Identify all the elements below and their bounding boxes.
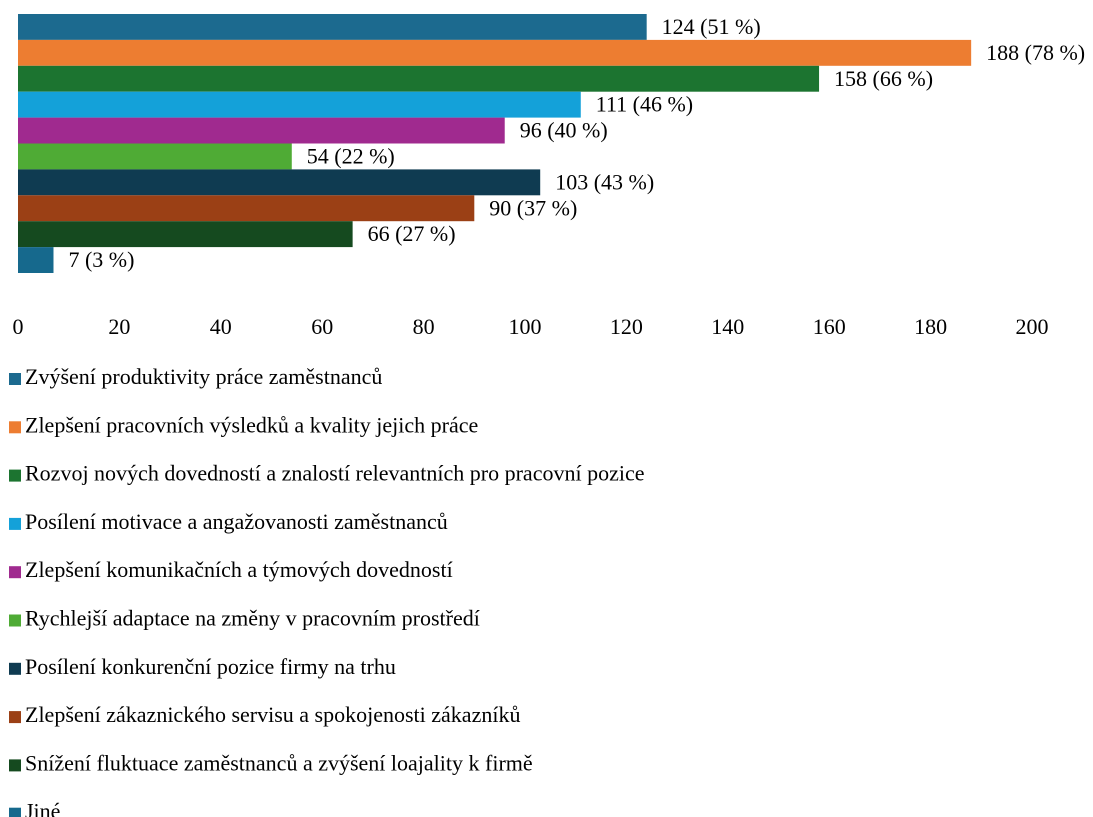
x-tick-label: 200 bbox=[1016, 314, 1049, 339]
data-label: 124 (51 %) bbox=[662, 14, 761, 39]
bar bbox=[18, 91, 581, 118]
bar bbox=[18, 14, 647, 40]
legend-swatch bbox=[9, 759, 21, 772]
bar bbox=[18, 221, 353, 248]
legend-swatch bbox=[9, 566, 21, 579]
legend-swatch bbox=[9, 614, 21, 627]
legend-label: Jiné bbox=[25, 799, 60, 817]
x-tick-label: 160 bbox=[813, 314, 846, 339]
data-label: 188 (78 %) bbox=[986, 40, 1085, 65]
bar bbox=[18, 143, 292, 170]
bar bbox=[18, 195, 475, 222]
legend-label: Rychlejší adaptace na změny v pracovním … bbox=[25, 606, 480, 631]
legend-swatch bbox=[9, 711, 21, 724]
legend-label: Zlepšení komunikačních a týmových dovedn… bbox=[25, 557, 453, 582]
legend-swatch bbox=[9, 421, 21, 434]
legend-swatch bbox=[9, 373, 21, 385]
data-label: 96 (40 %) bbox=[520, 118, 608, 143]
data-label: 54 (22 %) bbox=[307, 143, 395, 168]
legend-label: Snížení fluktuace zaměstnanců a zvýšení … bbox=[25, 750, 533, 775]
data-label: 66 (27 %) bbox=[368, 221, 456, 246]
legend-label: Zvýšení produktivity práce zaměstnanců bbox=[25, 364, 382, 389]
data-label: 103 (43 %) bbox=[555, 169, 654, 194]
x-tick-label: 180 bbox=[914, 314, 947, 339]
data-label: 158 (66 %) bbox=[834, 66, 933, 91]
x-tick-label: 0 bbox=[13, 314, 24, 339]
data-label: 111 (46 %) bbox=[596, 92, 693, 117]
x-tick-label: 40 bbox=[210, 314, 232, 339]
x-tick-label: 100 bbox=[509, 314, 542, 339]
legend-label: Zlepšení pracovních výsledků a kvality j… bbox=[25, 412, 478, 437]
x-tick-label: 60 bbox=[311, 314, 333, 339]
bar bbox=[18, 169, 541, 196]
x-tick-label: 140 bbox=[711, 314, 744, 339]
legend-swatch bbox=[9, 662, 21, 675]
legend-label: Zlepšení zákaznického servisu a spokojen… bbox=[25, 702, 520, 727]
bar bbox=[18, 39, 972, 66]
legend-label: Posílení motivace a angažovanosti zaměst… bbox=[25, 509, 448, 534]
legend-swatch bbox=[9, 469, 21, 482]
x-tick-label: 120 bbox=[610, 314, 643, 339]
bar bbox=[18, 65, 820, 92]
bar bbox=[18, 117, 505, 144]
x-tick-label: 20 bbox=[108, 314, 130, 339]
data-label: 7 (3 %) bbox=[68, 247, 134, 272]
legend-swatch bbox=[9, 517, 21, 530]
legend-swatch bbox=[9, 807, 21, 817]
x-tick-label: 80 bbox=[413, 314, 435, 339]
legend-label: Rozvoj nových dovedností a znalostí rele… bbox=[25, 461, 644, 486]
legend-label: Posílení konkurenční pozice firmy na trh… bbox=[25, 654, 396, 679]
bar bbox=[18, 247, 54, 273]
data-label: 90 (37 %) bbox=[489, 195, 577, 220]
